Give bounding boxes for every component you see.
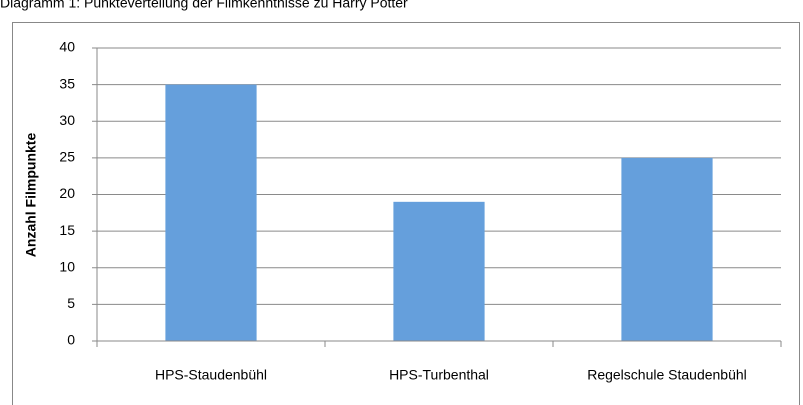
y-tick-label: 20 — [59, 185, 75, 201]
bar — [165, 84, 257, 341]
y-tick-label: 15 — [59, 222, 75, 238]
y-tick-label: 10 — [59, 258, 75, 274]
y-tick-label: 0 — [67, 332, 75, 348]
x-tick-label: Regelschule Staudenbühl — [587, 367, 747, 383]
y-tick-label: 5 — [67, 295, 75, 311]
y-axis-label: Anzahl Filmpunkte — [23, 133, 39, 258]
y-tick-label: 35 — [59, 75, 75, 91]
chart-border — [12, 22, 800, 405]
y-tick-label: 40 — [59, 39, 75, 55]
x-tick-label: HPS-Staudenbühl — [155, 367, 267, 383]
bar — [393, 201, 485, 341]
x-tick-label: HPS-Turbenthal — [389, 367, 489, 383]
bar — [621, 157, 713, 341]
chart-title: Diagramm 1: Punkteverteilung der Filmken… — [0, 0, 408, 11]
y-tick-label: 25 — [59, 149, 75, 165]
y-tick-label: 30 — [59, 112, 75, 128]
